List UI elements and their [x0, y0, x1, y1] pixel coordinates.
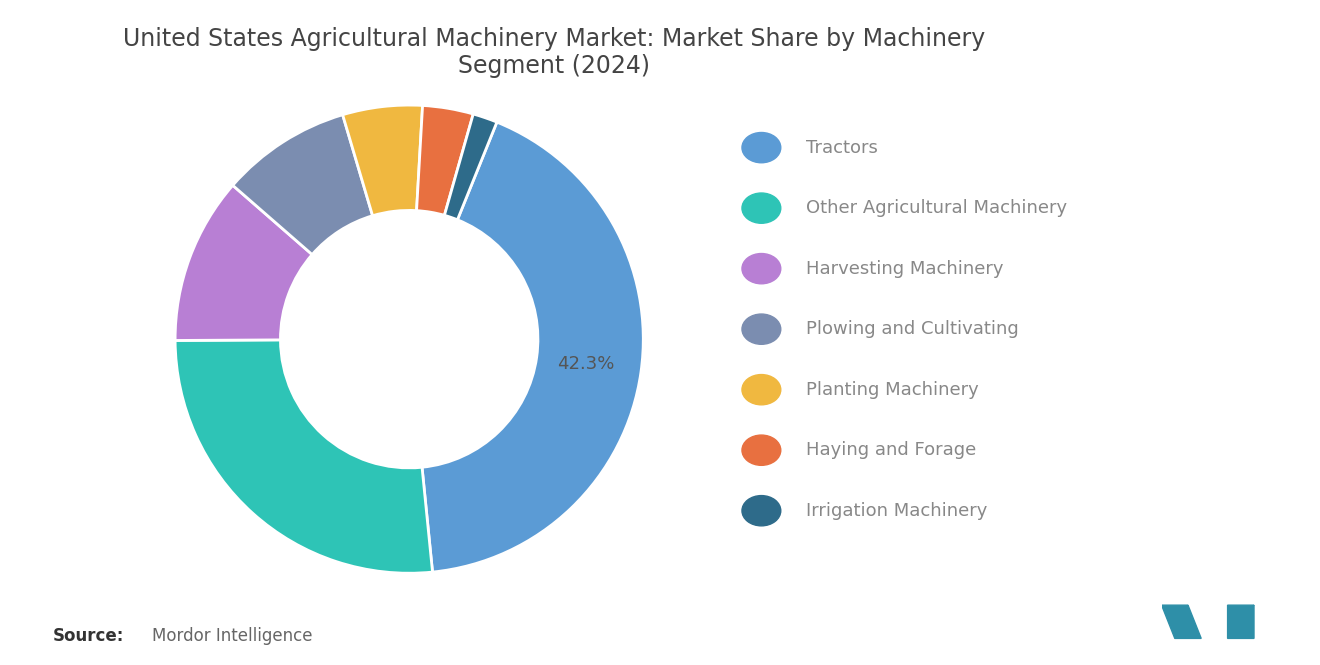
- Wedge shape: [176, 186, 312, 340]
- Wedge shape: [417, 106, 474, 215]
- Polygon shape: [1175, 605, 1201, 638]
- Circle shape: [742, 253, 781, 284]
- Wedge shape: [422, 122, 643, 572]
- Text: Planting Machinery: Planting Machinery: [805, 380, 978, 399]
- Circle shape: [742, 132, 781, 163]
- Circle shape: [742, 314, 781, 344]
- Polygon shape: [1162, 605, 1188, 638]
- Text: Haying and Forage: Haying and Forage: [805, 441, 975, 460]
- Circle shape: [742, 495, 781, 526]
- Wedge shape: [232, 115, 372, 255]
- Circle shape: [742, 435, 781, 466]
- Circle shape: [742, 374, 781, 405]
- Wedge shape: [343, 105, 422, 215]
- Polygon shape: [1228, 605, 1254, 638]
- Text: Harvesting Machinery: Harvesting Machinery: [805, 259, 1003, 278]
- Text: 42.3%: 42.3%: [557, 355, 614, 373]
- Text: Other Agricultural Machinery: Other Agricultural Machinery: [805, 199, 1067, 217]
- Text: Plowing and Cultivating: Plowing and Cultivating: [805, 320, 1019, 338]
- Wedge shape: [176, 340, 433, 573]
- Text: United States Agricultural Machinery Market: Market Share by Machinery
Segment (: United States Agricultural Machinery Mar…: [123, 27, 986, 78]
- Polygon shape: [1228, 605, 1254, 638]
- Text: Tractors: Tractors: [805, 138, 878, 157]
- Text: Mordor Intelligence: Mordor Intelligence: [152, 627, 313, 645]
- Text: Irrigation Machinery: Irrigation Machinery: [805, 501, 987, 520]
- Circle shape: [742, 193, 781, 223]
- Text: Source:: Source:: [53, 627, 124, 645]
- Wedge shape: [445, 114, 496, 219]
